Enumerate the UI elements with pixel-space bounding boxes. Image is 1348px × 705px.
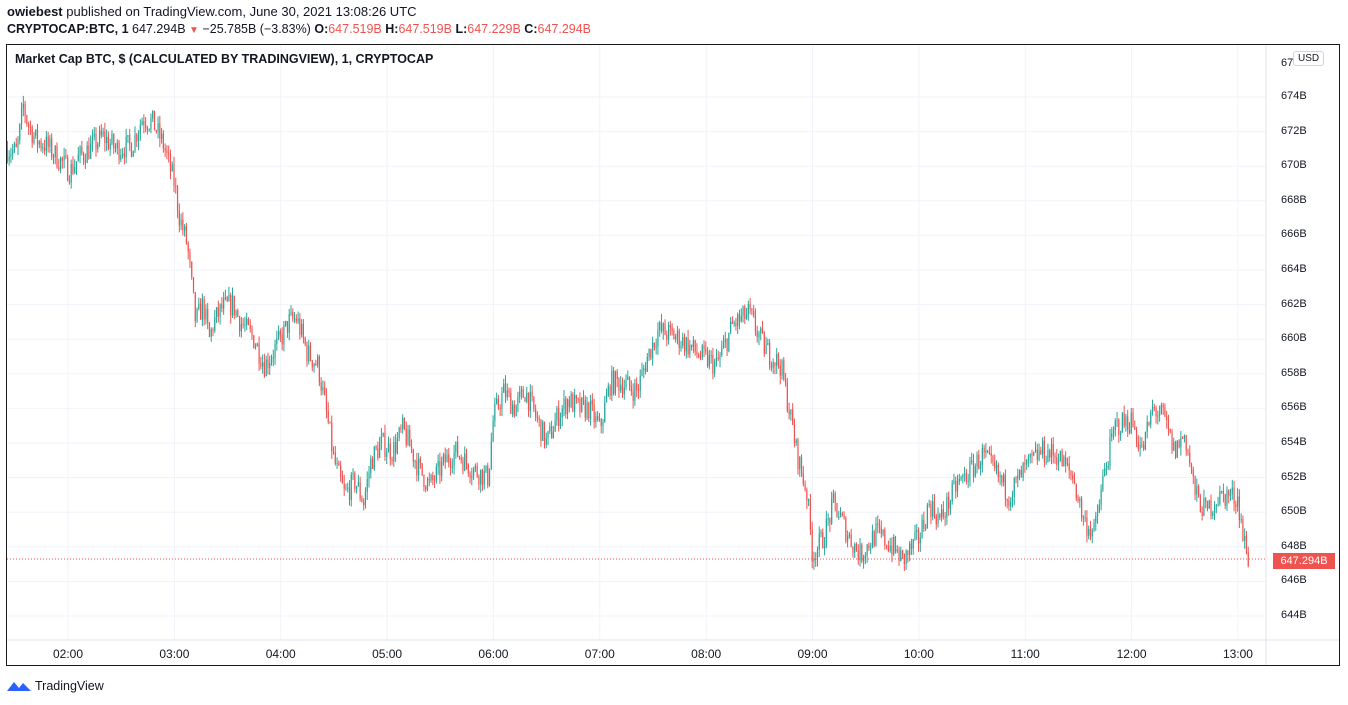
time-tick-label: 12:00 — [1116, 647, 1147, 661]
close-label: C: — [524, 22, 538, 36]
price-tick-label: 644B — [1281, 609, 1307, 621]
last-value: 647.294B — [132, 22, 186, 36]
brand-name: TradingView — [35, 679, 104, 693]
time-tick-label: 13:00 — [1222, 647, 1253, 661]
time-tick-label: 06:00 — [478, 647, 509, 661]
series-legend: Market Cap BTC, $ (CALCULATED BY TRADING… — [15, 52, 434, 66]
chart-frame — [6, 44, 1340, 666]
low-value: 647.229B — [467, 22, 521, 36]
currency-badge[interactable]: USD — [1293, 51, 1325, 66]
publish-info: owiebest published on TradingView.com, J… — [7, 4, 417, 20]
price-tick-label: 668B — [1281, 193, 1307, 206]
published-text: published on TradingView.com, June 30, 2… — [66, 4, 417, 19]
time-tick-label: 07:00 — [584, 647, 615, 661]
price-tick-label: 664B — [1281, 263, 1307, 275]
time-tick-label: 11:00 — [1010, 647, 1040, 661]
tradingview-logo-icon — [7, 682, 31, 691]
price-tick-label: 652B — [1281, 470, 1307, 483]
time-tick-label: 05:00 — [372, 647, 403, 661]
change-value: −25.785B (−3.83%) — [202, 22, 311, 36]
price-tick-label: 662B — [1281, 297, 1307, 310]
price-tick-label: 658B — [1281, 366, 1307, 379]
close-value: 647.294B — [537, 22, 592, 36]
ohlc-header: CRYPTOCAP:BTC, 1 647.294B ▼ −25.785B (−3… — [7, 21, 591, 39]
price-tick-label: 646B — [1281, 574, 1307, 587]
price-chart[interactable] — [7, 45, 1339, 665]
time-tick-label: 09:00 — [797, 647, 828, 661]
price-tick-label: 672B — [1281, 124, 1307, 137]
high-value: 647.519B — [398, 22, 452, 36]
price-tick-label: 660B — [1281, 332, 1307, 345]
price-axis-top-label: 67 — [1281, 57, 1294, 69]
price-tick-label: 666B — [1281, 228, 1307, 241]
high-label: H: — [385, 22, 399, 36]
price-tick-label: 670B — [1281, 159, 1307, 172]
tradingview-brand[interactable]: TradingView — [6, 679, 104, 693]
price-tick-label: 674B — [1281, 90, 1307, 102]
time-tick-label: 04:00 — [265, 647, 296, 661]
price-tick-label: 648B — [1281, 539, 1307, 552]
time-tick-label: 10:00 — [903, 647, 934, 661]
price-tick-label: 650B — [1281, 505, 1307, 518]
symbol-label: CRYPTOCAP:BTC, 1 — [7, 22, 129, 36]
author-name: owiebest — [7, 4, 63, 19]
open-label: O: — [314, 22, 329, 36]
open-value: 647.519B — [328, 22, 382, 36]
low-label: L: — [455, 22, 468, 36]
price-tick-label: 654B — [1281, 436, 1307, 448]
time-tick-label: 08:00 — [691, 647, 722, 661]
time-tick-label: 02:00 — [52, 647, 84, 661]
time-tick-label: 03:00 — [159, 647, 190, 661]
last-price-label: 647.294B — [1273, 553, 1335, 569]
candles — [7, 95, 1249, 571]
down-arrow-icon: ▼ — [189, 25, 199, 36]
price-tick-label: 656B — [1281, 401, 1307, 414]
